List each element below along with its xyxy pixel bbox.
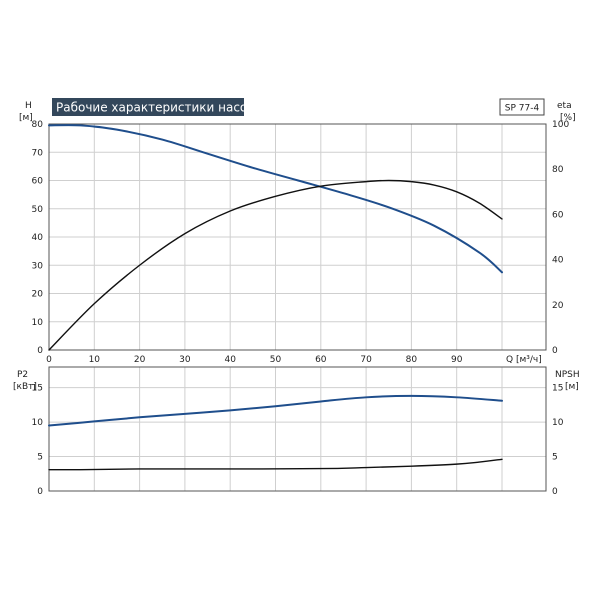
y2-tick-label: 15 <box>552 384 563 394</box>
y2-tick-label: 40 <box>552 256 564 266</box>
x-tick-label: 20 <box>134 355 146 365</box>
y2-tick-label: 0 <box>552 346 558 356</box>
top-series-layer <box>48 124 503 351</box>
y-tick-label: 20 <box>32 290 44 300</box>
y2-tick-label: 5 <box>552 453 558 463</box>
y-tick-label: 0 <box>37 346 43 356</box>
x-tick-label: 90 <box>451 355 463 365</box>
bottom-tick-labels: 0 5 10 15 0 5 10 15 <box>32 384 564 497</box>
x-tick-label: 70 <box>360 355 372 365</box>
x-tick-label: 30 <box>179 355 191 365</box>
x-tick-label: 60 <box>315 355 327 365</box>
bottom-grid <box>49 367 546 491</box>
head-curve <box>48 124 503 274</box>
power-p2-curve <box>48 394 503 427</box>
bottom-series-layer <box>48 394 503 471</box>
top-tick-labels: 0 10 20 30 40 50 60 70 80 90 0 10 20 30 40 50 60 70 80 0 20 4… <box>32 120 570 365</box>
x-tick-label: 50 <box>270 355 282 365</box>
y-tick-label: 5 <box>37 453 43 463</box>
y-axis-unit-h: [м] <box>19 113 33 123</box>
y-tick-label: 10 <box>32 318 44 328</box>
model-badge-box <box>499 98 545 116</box>
top-plot-frame <box>48 123 547 351</box>
y2-tick-label: 100 <box>552 120 569 130</box>
efficiency-curve <box>48 179 503 351</box>
y-tick-label: 10 <box>32 418 44 428</box>
top-panel: 0 10 20 30 40 50 60 70 80 90 0 10 20 30 40 50 60 70 80 0 20 4… <box>19 98 576 365</box>
y2-axis-label-eta: eta <box>557 101 572 111</box>
y-tick-label: 0 <box>37 487 43 497</box>
y2-axis-label-npsh: NPSH <box>555 370 580 380</box>
y2-tick-label: 10 <box>552 418 564 428</box>
y-tick-label: 40 <box>32 233 44 243</box>
y-tick-label: 15 <box>32 384 43 394</box>
npsh-curve <box>48 458 503 471</box>
y2-axis-unit-npsh: [м] <box>565 382 579 392</box>
y-axis-unit-p2: [кВт] <box>13 382 37 392</box>
top-grid <box>49 123 546 350</box>
y2-tick-label: 80 <box>552 165 564 175</box>
bottom-plot-frame <box>48 366 547 492</box>
y-tick-label: 80 <box>32 120 44 130</box>
bottom-panel: 0 5 10 15 0 5 10 15 P2 [кВт] NPSH [м] <box>13 366 580 497</box>
chart-title-box <box>52 98 244 116</box>
y-tick-label: 30 <box>32 261 44 271</box>
x-tick-label: 40 <box>224 355 236 365</box>
x-axis-label-q: Q [м³/ч] <box>506 355 542 365</box>
model-badge: SP 77-4 <box>505 104 540 114</box>
y-axis-label-h: H <box>25 101 32 111</box>
x-tick-label: 0 <box>46 355 52 365</box>
y2-tick-label: 60 <box>552 210 564 220</box>
x-tick-label: 10 <box>89 355 101 365</box>
chart-title: Рабочие характеристики насоса <box>56 101 261 115</box>
y-tick-label: 60 <box>32 177 44 187</box>
y2-tick-label: 0 <box>552 487 558 497</box>
y-axis-label-p2: P2 <box>17 370 28 380</box>
y-tick-label: 70 <box>32 148 44 158</box>
x-tick-label: 80 <box>406 355 418 365</box>
y2-tick-label: 20 <box>552 301 564 311</box>
y-tick-label: 50 <box>32 205 44 215</box>
y2-axis-unit-eta: [%] <box>560 113 576 123</box>
